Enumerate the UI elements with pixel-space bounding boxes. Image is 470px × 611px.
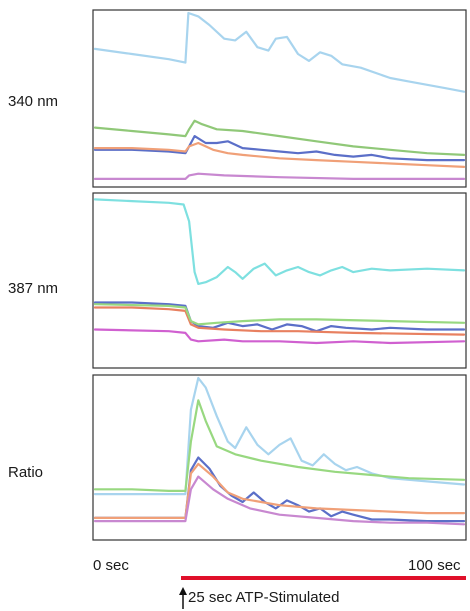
panels-layer xyxy=(92,9,467,541)
series-line-4 xyxy=(94,141,465,168)
series-line-5 xyxy=(94,328,465,345)
panel-1 xyxy=(92,9,467,188)
stimulus-layer xyxy=(179,576,466,609)
series-line-1 xyxy=(94,376,465,496)
series-line-1 xyxy=(94,11,465,93)
panel-label-ratio: Ratio xyxy=(8,464,44,481)
series-line-4 xyxy=(94,462,465,520)
series-line-1 xyxy=(94,198,465,285)
series-line-4 xyxy=(94,303,465,326)
series-line-5 xyxy=(94,172,465,180)
stimulus-arrow-head xyxy=(179,587,187,595)
stimulus-label: 25 sec ATP-Stimulated xyxy=(188,589,340,606)
panel-frame xyxy=(92,9,467,188)
x-tick-label-end: 100 sec xyxy=(408,557,461,574)
x-tick-label-start: 0 sec xyxy=(93,557,129,574)
panel-label-340: 340 nm xyxy=(8,93,59,110)
panel-3 xyxy=(92,374,467,541)
series-line-3 xyxy=(94,306,465,336)
series-line-2 xyxy=(94,119,465,156)
panel-label-387: 387 nm xyxy=(8,280,59,297)
series-line-2 xyxy=(94,399,465,492)
panel-frame xyxy=(92,192,467,369)
series-line-5 xyxy=(94,475,465,526)
stimulus-bar xyxy=(181,576,466,580)
panel-2 xyxy=(92,192,467,369)
